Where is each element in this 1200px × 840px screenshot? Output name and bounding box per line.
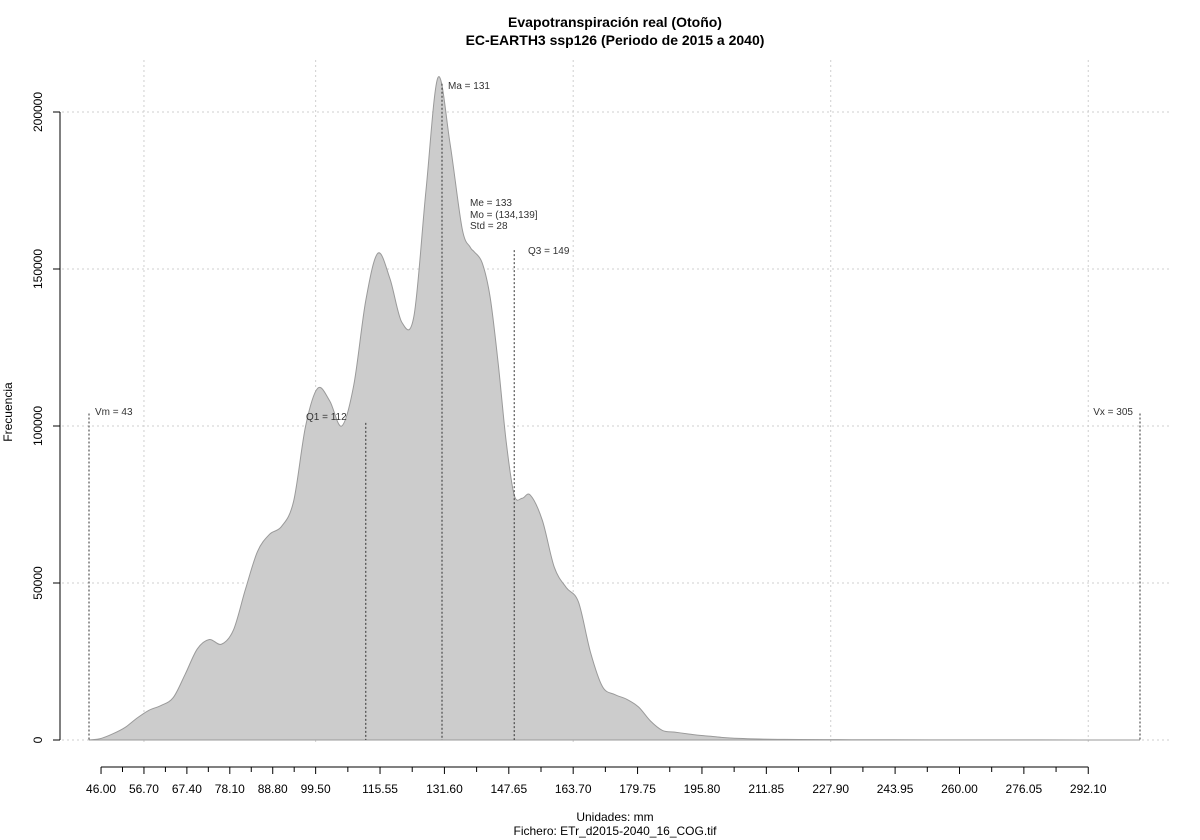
x-tick-label: 78.10 — [215, 782, 245, 796]
annotation-q3: Q3 = 149 — [528, 246, 570, 257]
x-tick-label: 227.90 — [812, 782, 849, 796]
y-tick-label: 200000 — [31, 92, 45, 132]
x-tick-label: 292.10 — [1070, 782, 1107, 796]
x-axis: 46.00 56.70 67.40 78.10 88.80 99.50 115.55 131.… — [86, 766, 1107, 796]
x-tick-label: 243.95 — [877, 782, 914, 796]
annotation-mode: Mo = (134,139] — [470, 210, 538, 221]
chart-title: Evapotranspiración real (Otoño) — [508, 14, 722, 30]
x-tick-label: 67.40 — [172, 782, 202, 796]
y-tick-label: 50000 — [31, 566, 45, 600]
y-tick-label: 0 — [31, 736, 45, 743]
annotation-mean: Ma = 131 — [448, 81, 490, 92]
x-tick-label: 88.80 — [258, 782, 288, 796]
y-tick-label: 100000 — [31, 406, 45, 446]
annotation-std: Std = 28 — [470, 221, 508, 232]
x-tick-label: 147.65 — [490, 782, 527, 796]
x-tick-label: 56.70 — [129, 782, 159, 796]
x-tick-label: 131.60 — [426, 782, 463, 796]
y-tick-label: 150000 — [31, 249, 45, 289]
annotation-median: Me = 133 — [470, 198, 512, 209]
annotation-q1: Q1 = 112 — [306, 412, 347, 423]
y-axis: 0 50000 100000 150000 200000 — [31, 92, 61, 743]
x-tick-label: 163.70 — [555, 782, 592, 796]
x-axis-label: Unidades: mm — [576, 810, 654, 824]
x-tick-label: 276.05 — [1006, 782, 1043, 796]
x-tick-label: 260.00 — [941, 782, 978, 796]
x-tick-label: 179.75 — [619, 782, 656, 796]
annotation-min: Vm = 43 — [95, 407, 133, 418]
density-area — [88, 76, 1141, 741]
file-label: Fichero: ETr_d2015-2040_16_COG.tif — [513, 824, 717, 838]
annotation-max: Vx = 305 — [1093, 407, 1133, 418]
x-tick-label: 46.00 — [86, 782, 116, 796]
stat-markers — [88, 83, 1141, 740]
chart-subtitle: EC-EARTH3 ssp126 (Periodo de 2015 a 2040… — [465, 32, 765, 48]
x-tick-label: 211.85 — [748, 782, 784, 796]
x-tick-label: 195.80 — [684, 782, 721, 796]
x-tick-label: 115.55 — [362, 782, 398, 796]
x-tick-label: 99.50 — [301, 782, 331, 796]
